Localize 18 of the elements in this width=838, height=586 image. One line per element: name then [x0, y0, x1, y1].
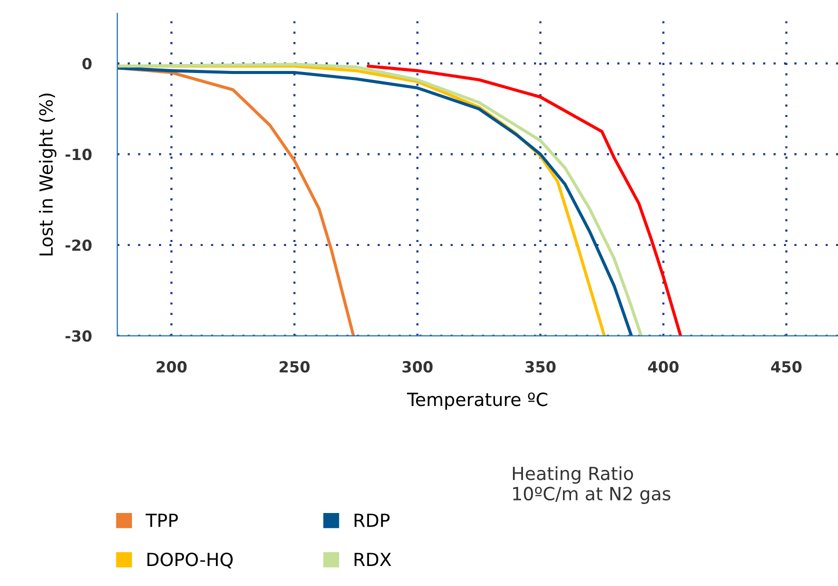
legend-label: RDX	[354, 552, 392, 566]
y-tick-label: -30	[66, 330, 92, 342]
y-tick-label: -10	[66, 148, 92, 160]
x-tick-label: 400	[648, 361, 679, 373]
legend-label: RDP	[354, 514, 390, 527]
line-series	[366, 64, 682, 336]
x-tick-label: 200	[156, 361, 187, 373]
y-tick-label: 0	[82, 58, 92, 70]
x-tick-label: 350	[525, 361, 556, 373]
legend-label: TPP	[146, 514, 178, 527]
y-tick-label: -20	[66, 239, 92, 252]
y-axis-title: Lost in Weight (%)	[38, 94, 56, 256]
x-tick-label: 250	[280, 361, 310, 373]
text: Heating Ratio 10ºC/m at N2 gas	[512, 466, 670, 504]
x-tick-label: 300	[402, 361, 433, 373]
legend-label: DOPO-HQ	[147, 552, 233, 568]
x-axis-title: Temperature ºC	[407, 392, 548, 410]
x-tick-label: 450	[771, 361, 802, 373]
